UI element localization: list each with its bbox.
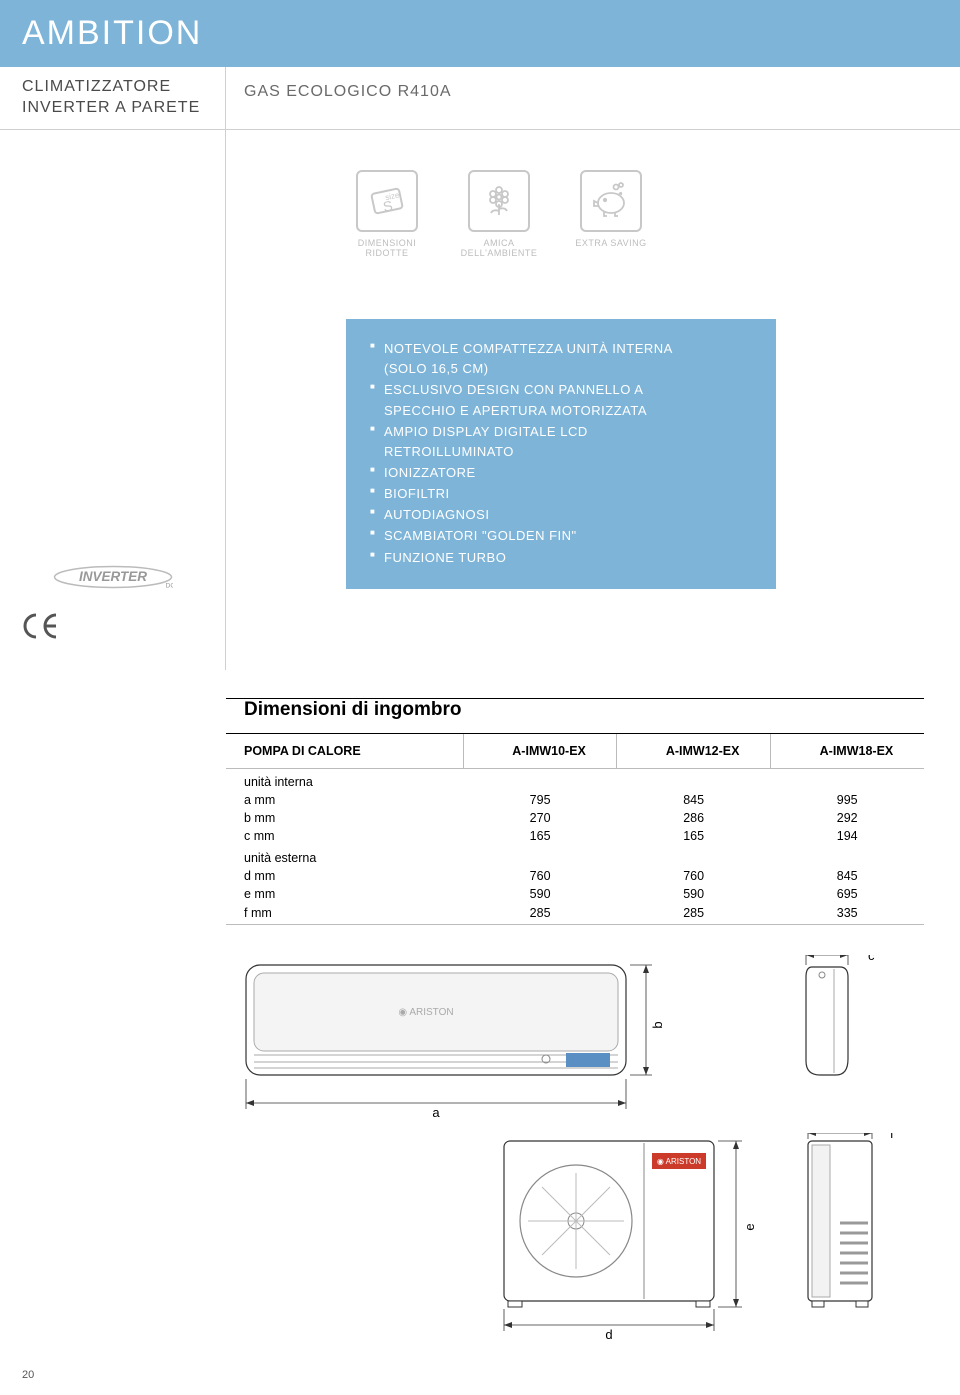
page-number: 20 (0, 1343, 960, 1395)
table-row: f mm285285335 (226, 903, 924, 925)
feature-item: BIOFILTRI (370, 484, 716, 504)
header-left-line1: CLIMATIZZATORE (22, 77, 225, 98)
svg-text:a: a (432, 1105, 440, 1120)
size-icon: size S (356, 170, 418, 232)
table-row: e mm590590695 (226, 885, 924, 903)
drawing-external-side: f (794, 1133, 924, 1343)
banner-title: AMBITION (0, 0, 960, 67)
feature-item: FUNZIONE TURBO (370, 548, 716, 568)
features-list: NOTEVOLE COMPATTEZZA UNITÀ INTERNA (SOLO… (370, 339, 716, 568)
icon-label: DIMENSIONI RIDOTTE (346, 238, 428, 260)
table-row: c mm165165194 (226, 827, 924, 845)
icon-ambiente: AMICA DELL'AMBIENTE (458, 170, 540, 260)
mid-right: size S DIMENSIONI RIDOTTE AMICA DELL'AMB… (226, 130, 960, 670)
drawing-internal-front: ◉ ARISTON a b (226, 955, 666, 1125)
icon-row: size S DIMENSIONI RIDOTTE AMICA DELL'AMB… (346, 170, 960, 260)
header-left-line2: INVERTER A PARETE (22, 98, 225, 119)
svg-text:b: b (650, 1021, 665, 1028)
header-row: CLIMATIZZATORE INVERTER A PARETE GAS ECO… (0, 67, 960, 130)
feature-item: SCAMBIATORI "GOLDEN FIN" (370, 526, 716, 546)
feature-item: IONIZZATORE (370, 463, 716, 483)
icon-label: AMICA DELL'AMBIENTE (458, 238, 540, 260)
svg-text:DC: DC (165, 582, 173, 589)
svg-text:INVERTER: INVERTER (78, 568, 146, 583)
svg-text:◉ ARISTON: ◉ ARISTON (657, 1157, 701, 1166)
specs-table: POMPA DI CALORE A-IMW10-EX A-IMW12-EX A-… (226, 734, 924, 926)
drawings-external: ◉ ARISTON d e (0, 1125, 960, 1343)
icon-saving: EXTRA SAVING (570, 170, 652, 260)
flower-icon (468, 170, 530, 232)
mid-section: INVERTER DC size S DIMENSIONI RIDOT (0, 130, 960, 670)
table-row: b mm270286292 (226, 809, 924, 827)
drawings: ◉ ARISTON a b c (0, 925, 960, 1125)
header-right: GAS ECOLOGICO R410A (226, 67, 960, 129)
svg-text:d: d (605, 1327, 612, 1342)
features-box: NOTEVOLE COMPATTEZZA UNITÀ INTERNA (SOLO… (346, 319, 776, 589)
drawing-external-front: ◉ ARISTON d e (494, 1133, 774, 1343)
header-left: CLIMATIZZATORE INVERTER A PARETE (0, 67, 226, 129)
svg-text:c: c (868, 955, 875, 963)
inverter-badge: INVERTER DC (53, 562, 173, 597)
svg-text:e: e (742, 1223, 757, 1230)
table-row: a mm795845995 (226, 791, 924, 809)
icon-dimensions: size S DIMENSIONI RIDOTTE (346, 170, 428, 260)
feature-item: ESCLUSIVO DESIGN CON PANNELLO A SPECCHIO… (370, 380, 716, 420)
feature-item: AUTODIAGNOSI (370, 505, 716, 525)
feature-item: NOTEVOLE COMPATTEZZA UNITÀ INTERNA (SOLO… (370, 339, 716, 379)
col-header: A-IMW18-EX (770, 734, 924, 769)
piggy-icon (580, 170, 642, 232)
group-label: unità interna (226, 768, 463, 791)
feature-item: AMPIO DISPLAY DIGITALE LCD RETROILLUMINA… (370, 422, 716, 462)
icon-label: EXTRA SAVING (570, 238, 652, 249)
svg-text:◉ ARISTON: ◉ ARISTON (398, 1007, 453, 1018)
mid-left: INVERTER DC (0, 130, 226, 670)
dimensions-section: Dimensioni di ingombro POMPA DI CALORE A… (0, 670, 960, 926)
dimensions-title: Dimensioni di ingombro (226, 699, 924, 734)
table-row: d mm760760845 (226, 867, 924, 885)
group-label: unità esterna (226, 845, 463, 867)
col-header: POMPA DI CALORE (226, 734, 463, 769)
drawing-internal-side: c (794, 955, 924, 1125)
ce-mark (22, 611, 62, 646)
svg-text:f: f (890, 1133, 894, 1141)
col-header: A-IMW12-EX (617, 734, 771, 769)
col-header: A-IMW10-EX (463, 734, 617, 769)
